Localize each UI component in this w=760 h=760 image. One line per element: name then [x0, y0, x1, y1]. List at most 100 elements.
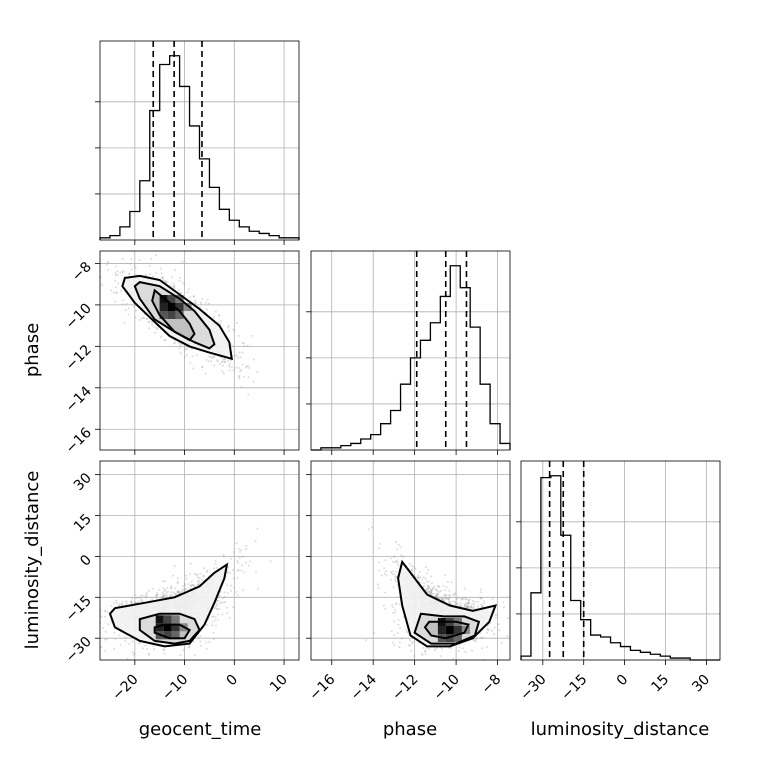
sample-point: [427, 588, 430, 591]
sample-point: [138, 642, 141, 645]
sample-point: [124, 636, 127, 639]
sample-point: [131, 651, 134, 654]
sample-point: [192, 584, 195, 586]
sample-point: [379, 542, 382, 545]
sample-point: [125, 602, 128, 605]
sample-point: [392, 606, 395, 609]
sample-point: [378, 569, 381, 572]
sample-point: [216, 608, 219, 611]
joint-geocent_time-phase-contour-0: [151, 288, 196, 342]
sample-point: [130, 601, 133, 604]
sample-point: [97, 631, 99, 633]
sample-point: [212, 638, 215, 641]
sample-point: [472, 603, 475, 606]
sample-point: [187, 646, 190, 649]
sample-point: [222, 553, 225, 556]
sample-point: [487, 628, 490, 631]
sample-point: [156, 593, 159, 596]
sample-point: [239, 370, 242, 373]
sample-point: [442, 599, 445, 601]
sample-point: [219, 600, 222, 603]
sample-point: [390, 557, 392, 560]
sample-point: [226, 606, 228, 609]
sample-point: [224, 595, 227, 598]
sample-point: [458, 646, 461, 649]
joint-geocent_time-luminosity_distance-points: [81, 527, 272, 668]
sample-point: [479, 597, 482, 600]
sample-point: [117, 634, 120, 637]
sample-point: [217, 599, 220, 602]
sample-point: [141, 666, 143, 668]
sample-point: [128, 307, 130, 310]
sample-point: [133, 264, 136, 267]
sample-point: [184, 588, 186, 591]
sample-point: [435, 661, 437, 663]
sample-point: [435, 595, 438, 598]
sample-point: [161, 591, 164, 594]
sample-point: [257, 587, 259, 590]
sample-point: [227, 360, 230, 363]
sample-point: [222, 597, 224, 600]
sample-point: [224, 361, 227, 363]
joint-phase-luminosity_distance-contour-0: [423, 620, 470, 640]
joint-geocent_time-luminosity_distance-density-cell: [155, 615, 164, 624]
sample-point: [198, 636, 200, 639]
sample-point: [114, 637, 117, 640]
sample-point: [179, 344, 182, 347]
sample-point: [383, 567, 386, 570]
sample-point: [227, 566, 230, 569]
xtick-label-phase: −14: [348, 671, 380, 703]
sample-point: [213, 607, 216, 610]
sample-point: [152, 644, 155, 647]
sample-point: [233, 329, 236, 332]
sample-point: [408, 639, 411, 642]
sample-point: [223, 591, 226, 594]
sample-point: [118, 604, 120, 607]
sample-point: [188, 573, 191, 576]
sample-point: [183, 588, 186, 591]
sample-point: [122, 270, 125, 273]
sample-point: [485, 646, 488, 648]
sample-point: [482, 636, 485, 639]
sample-point: [435, 595, 438, 598]
sample-point: [92, 252, 94, 254]
x-axis-label-luminosity_distance: luminosity_distance: [531, 719, 710, 740]
sample-point: [448, 596, 451, 599]
sample-point: [230, 584, 233, 587]
sample-point: [155, 326, 158, 329]
sample-point: [176, 590, 179, 593]
sample-point: [164, 280, 167, 283]
joint-phase-luminosity_distance-density-cell: [437, 626, 446, 634]
sample-point: [170, 587, 173, 590]
sample-point: [396, 584, 399, 587]
sample-point: [241, 351, 244, 354]
joint-geocent_time-phase-contour-1: [133, 281, 216, 350]
sample-point: [242, 589, 244, 592]
sample-point: [113, 291, 115, 294]
sample-point: [205, 571, 208, 573]
sample-point: [496, 613, 499, 616]
sample-point: [81, 628, 83, 630]
sample-point: [470, 606, 473, 609]
sample-point: [420, 652, 423, 655]
sample-point: [434, 683, 436, 685]
sample-point: [162, 580, 165, 583]
sample-point: [221, 613, 224, 616]
sample-point: [183, 582, 186, 585]
sample-point: [119, 271, 122, 274]
sample-point: [450, 581, 453, 583]
sample-point: [127, 313, 130, 316]
sample-point: [163, 592, 165, 595]
sample-point: [480, 637, 483, 639]
sample-point: [427, 586, 430, 589]
sample-point: [435, 596, 438, 599]
sample-point: [191, 355, 194, 358]
sample-point: [435, 660, 437, 662]
sample-point: [448, 589, 451, 592]
sample-point: [400, 554, 403, 557]
sample-point: [158, 588, 161, 591]
sample-point: [162, 648, 165, 651]
sample-point: [79, 246, 81, 248]
sample-point: [428, 590, 431, 593]
